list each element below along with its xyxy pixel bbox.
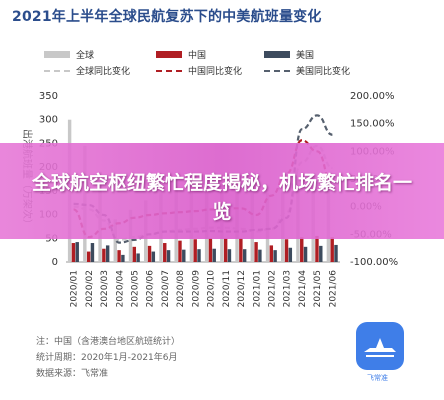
bar-2: [242, 249, 247, 262]
x-tick-label: 2020/04: [115, 270, 125, 308]
legend-item-usa: 美国: [264, 48, 314, 61]
x-tick-label: 2020/12: [237, 270, 247, 307]
bar-2: [151, 251, 156, 262]
bar-1: [86, 251, 91, 262]
y-left-tick-label: 300: [39, 115, 58, 126]
x-tick-label: 2020/05: [131, 270, 141, 307]
bar-2: [319, 245, 323, 262]
bar-1: [254, 242, 258, 262]
bar-1: [269, 245, 274, 262]
x-tick-label: 2020/07: [161, 270, 171, 307]
bar-2: [258, 249, 262, 262]
legend-dash-global-yoy: [44, 69, 70, 72]
bar-1: [71, 243, 76, 262]
x-tick-label: 2020/06: [146, 270, 156, 308]
footer-period: 统计周期：2020年1月-2021年6月: [36, 353, 178, 363]
bar-2: [166, 250, 171, 262]
legend-item-global-yoy: 全球同比变化: [44, 64, 130, 77]
y-left-tick-label: 350: [39, 91, 58, 102]
x-tick-label: 2020/03: [100, 270, 110, 307]
bar-1: [284, 239, 289, 262]
footer-note: 注：中国（含港澳台地区航班统计）: [36, 337, 181, 347]
bar-1: [330, 237, 334, 262]
footer: 注：中国（含港澳台地区航班统计） 统计周期：2020年1月-2021年6月 数据…: [36, 334, 180, 382]
legend-label-usa-yoy: 美国同比变化: [296, 67, 351, 77]
x-tick-label: 2020/01: [70, 270, 80, 307]
bar-2: [288, 247, 293, 262]
bar-2: [227, 249, 232, 262]
bar-2: [75, 242, 79, 262]
bar-2: [334, 244, 338, 262]
x-tick-label: 2021/02: [268, 270, 278, 307]
x-tick-label: 2020/08: [176, 270, 186, 308]
legend-item-china-yoy: 中国同比变化: [156, 64, 242, 77]
legend-item-china: 中国: [156, 48, 206, 61]
bar-2: [121, 254, 125, 262]
legend-dash-usa-yoy: [264, 69, 290, 72]
x-tick-label: 2020/11: [222, 270, 232, 307]
logo: [356, 322, 404, 370]
bar-1: [178, 240, 182, 262]
x-tick-label: 2021/04: [298, 270, 308, 308]
bar-1: [239, 238, 243, 262]
bar-0: [113, 219, 117, 262]
bar-1: [163, 243, 167, 262]
legend-swatch-usa: [264, 51, 290, 58]
legend-item-global: 全球: [44, 48, 94, 61]
y-right-tick-label: -100.00%: [350, 257, 398, 268]
legend-label-china-yoy: 中国同比变化: [188, 67, 243, 77]
bar-2: [303, 246, 308, 262]
x-tick-label: 2020/09: [191, 270, 201, 308]
x-tick-label: 2021/05: [313, 270, 323, 307]
airplane-icon: [364, 338, 396, 357]
chart-title: 2021年上半年全球民航复苏下的中美航班量变化: [12, 9, 322, 25]
x-tick-label: 2021/01: [252, 270, 262, 307]
bar-2: [273, 250, 277, 262]
y-right-tick-label: 150.00%: [350, 119, 395, 130]
bar-2: [197, 249, 201, 262]
bar-1: [315, 235, 319, 262]
banner-headline: 全球航空枢纽繁忙程度揭秘，机场繁忙排名一览: [31, 172, 412, 223]
x-tick-label: 2020/02: [85, 270, 95, 307]
bar-2: [105, 245, 110, 262]
legend-swatch-global: [44, 51, 70, 58]
bar-1: [300, 237, 304, 262]
legend-label-global: 全球: [76, 51, 95, 61]
bar-2: [182, 249, 186, 262]
y-right-tick-label: 200.00%: [350, 91, 395, 102]
bar-1: [147, 245, 152, 262]
overlay-banner: [0, 143, 444, 239]
footer-source: 数据来源：飞常准: [36, 369, 109, 379]
bar-1: [193, 239, 197, 262]
x-tick-label: 2021/03: [283, 270, 293, 307]
legend-dash-china-yoy: [156, 69, 182, 72]
bar-1: [117, 250, 121, 262]
legend-swatch-china: [156, 51, 182, 58]
bar-1: [102, 248, 106, 262]
bar-1: [132, 246, 137, 262]
x-tick-label: 2020/10: [207, 270, 217, 308]
y-left-tick-label: 0: [52, 257, 58, 268]
legend-label-usa: 美国: [296, 51, 315, 61]
bar-2: [90, 243, 95, 262]
x-tick-label: 2021/06: [328, 270, 338, 308]
legend-label-global-yoy: 全球同比变化: [76, 67, 131, 77]
legend-label-china: 中国: [188, 51, 207, 61]
bar-2: [212, 248, 216, 262]
bar-2: [136, 253, 140, 262]
legend-item-usa-yoy: 美国同比变化: [264, 64, 350, 77]
bar-1: [223, 238, 228, 262]
bar-1: [208, 238, 213, 262]
logo-label: 飞常准: [367, 374, 388, 382]
